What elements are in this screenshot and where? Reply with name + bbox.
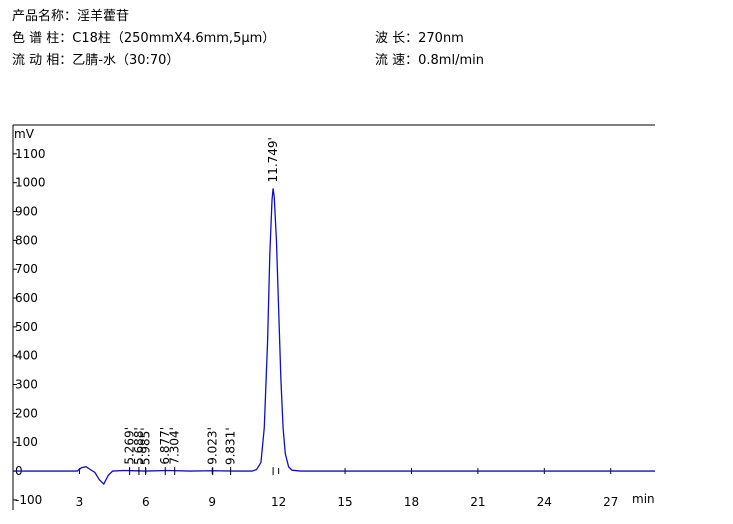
y-tick-label: 500 xyxy=(15,320,38,334)
peak-label: 5.985' xyxy=(138,427,152,465)
x-tick-label: 12 xyxy=(271,495,286,509)
product: 产品名称：淫羊藿苷 xyxy=(12,8,129,24)
x-tick-label: 3 xyxy=(76,495,84,509)
signal-line xyxy=(13,188,655,486)
x-tick-label: 24 xyxy=(537,495,552,509)
y-tick-label: -100 xyxy=(15,493,42,507)
flow-rate: 流 速：0.8ml/min xyxy=(375,53,484,68)
y-tick-label: 300 xyxy=(15,378,38,392)
mobile-phase: 流 动 相：乙腈-水（30:70） xyxy=(12,53,179,68)
wavelength: 波 长：270nm xyxy=(375,31,464,46)
y-tick-label: 400 xyxy=(15,349,38,363)
peak-label: 6.877' xyxy=(158,427,172,465)
column: 色 谱 柱：C18柱（250mmX4.6mm,5μm） xyxy=(12,30,275,46)
x-tick-label: 15 xyxy=(337,495,352,509)
y-tick-label: 700 xyxy=(15,262,38,276)
y-tick-label: 800 xyxy=(15,233,38,247)
y-label: mV xyxy=(14,127,35,141)
peak-label: 5.688' xyxy=(132,427,146,465)
x-tick-label: 6 xyxy=(142,495,150,509)
y-tick-label: 900 xyxy=(15,205,38,219)
x-tick-label: 27 xyxy=(603,495,618,509)
x-tick-label: 18 xyxy=(404,495,419,509)
y-tick-label: 1100 xyxy=(15,147,46,161)
y-tick-label: 1000 xyxy=(15,176,46,190)
x-tick-label: 9 xyxy=(208,495,216,509)
y-tick-label: 200 xyxy=(15,406,38,420)
peak-label: 9.023' xyxy=(206,427,220,465)
peak-label: 5.269' xyxy=(123,427,137,465)
y-tick-label: 600 xyxy=(15,291,38,305)
x-tick-label: 21 xyxy=(470,495,485,509)
x-label: min xyxy=(632,492,655,506)
peak-label: 9.831' xyxy=(224,427,238,465)
peak-label: 7.304' xyxy=(168,427,182,465)
y-tick-label: 100 xyxy=(15,435,38,449)
peak-label: 11.749' xyxy=(266,137,280,182)
